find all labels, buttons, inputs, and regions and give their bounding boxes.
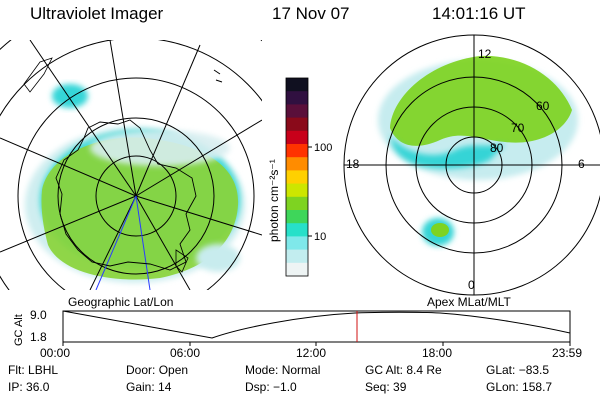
colorbar-segment	[286, 144, 308, 158]
info-gain-value: 14	[158, 380, 172, 394]
colorbar-unit-label: photon cm⁻²s⁻¹	[267, 159, 281, 242]
colorbar-tick-100: 100	[314, 142, 332, 154]
colorbar-segment	[286, 196, 308, 211]
colorbar-segment	[286, 170, 308, 185]
mlat-label-80: 80	[490, 141, 504, 155]
colorbar-segment	[286, 117, 308, 132]
mlt-label-6: 6	[578, 157, 585, 171]
info-seq-label: Seq:	[365, 380, 390, 394]
colorbar-segment	[286, 236, 308, 251]
altitude-curve	[62, 310, 571, 339]
colorbar-segment	[286, 104, 308, 119]
colorbar-segment	[286, 157, 308, 171]
time-tick-1800: 18:00	[422, 346, 453, 360]
altitude-plot-frame	[62, 310, 571, 343]
info-ip-value: 36.0	[26, 380, 50, 394]
colorbar-segment	[286, 262, 308, 277]
info-seq-value: 39	[393, 380, 407, 394]
continent-outline	[55, 119, 197, 271]
mlat-label-70: 70	[511, 121, 525, 135]
colorbar-segment	[286, 249, 308, 264]
info-ip-label: IP:	[8, 380, 23, 394]
info-door-label: Door:	[126, 363, 156, 377]
info-glon-label: GLon:	[486, 380, 519, 394]
left-panel-label: Geographic Lat/Lon	[68, 295, 174, 309]
time-tick-1200: 12:00	[296, 346, 327, 360]
colorbar-segment	[286, 223, 308, 237]
info-mode-value: Normal	[281, 363, 321, 377]
colorbar-segment	[286, 91, 308, 105]
time-tick-0000: 00:00	[40, 346, 71, 360]
info-dsp-label: Dsp:	[245, 380, 270, 394]
date-label: 17 Nov 07	[272, 4, 350, 23]
aurora-oval-right	[390, 55, 572, 146]
info-door-value: Open	[158, 363, 189, 377]
aurora-oval-left	[41, 137, 239, 280]
colorbar	[286, 78, 308, 277]
info-mode-label: Mode:	[245, 363, 279, 377]
mlt-label-12: 12	[478, 47, 492, 61]
altitude-ylabel: GC Alt	[13, 314, 25, 346]
mlt-label-18: 18	[346, 157, 360, 171]
info-gcalt-value: 8.4 Re	[406, 363, 442, 377]
colorbar-segment	[286, 210, 308, 224]
apex-grid	[343, 34, 600, 296]
info-gcalt-label: GC Alt:	[365, 363, 404, 377]
instrument-title: Ultraviolet Imager	[30, 4, 164, 23]
time-tick-0600: 06:00	[170, 346, 201, 360]
info-dsp-value: −1.0	[273, 380, 297, 394]
info-glon-value: 158.7	[522, 380, 553, 394]
right-panel-label: Apex MLat/MLT	[427, 295, 511, 309]
info-flt-value: LBHL	[28, 363, 59, 377]
info-glat-value: −83.5	[518, 363, 550, 377]
colorbar-segment	[286, 78, 308, 92]
mlt-label-0: 0	[468, 278, 475, 292]
time-label: 14:01:16 UT	[432, 4, 526, 23]
info-gain-label: Gain:	[126, 380, 155, 394]
info-glat-label: GLat:	[486, 363, 516, 377]
colorbar-segment	[286, 130, 308, 145]
colorbar-segment	[286, 183, 308, 198]
time-tick-2359: 23:59	[552, 346, 583, 360]
altitude-tick-high: 9.0	[30, 308, 47, 322]
altitude-tick-low: 1.8	[30, 330, 47, 344]
info-flt-label: Flt:	[8, 363, 25, 377]
mlat-label-60: 60	[536, 99, 550, 113]
colorbar-tick-10: 10	[314, 231, 326, 243]
